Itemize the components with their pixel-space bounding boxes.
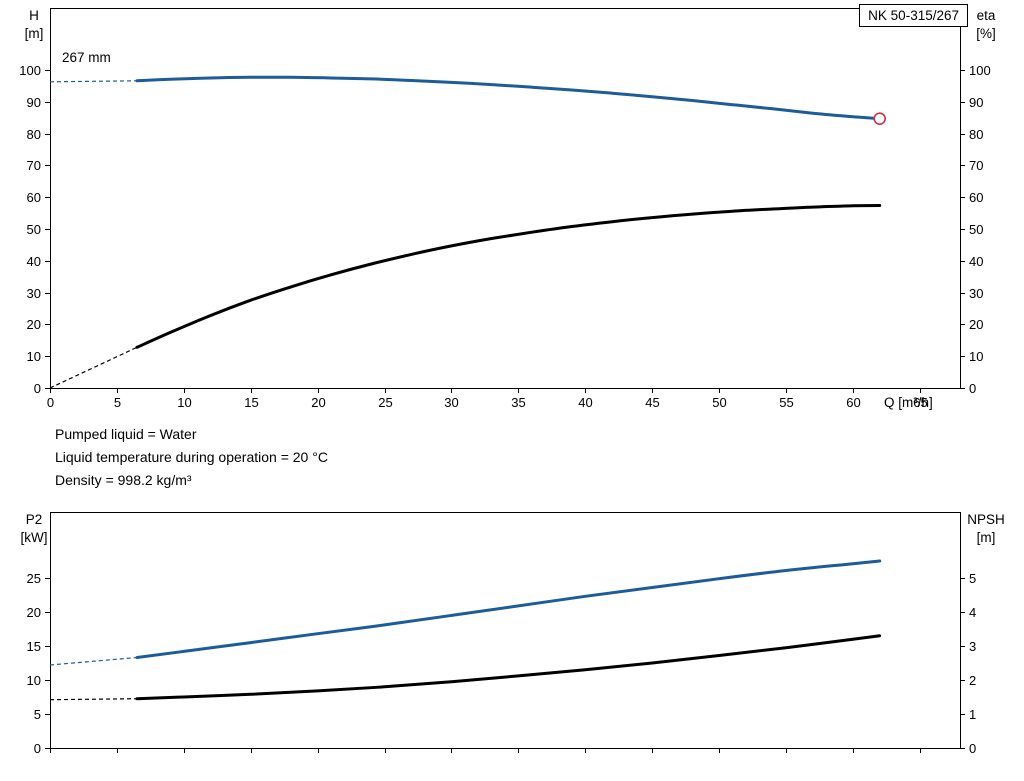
plot-border — [50, 8, 961, 389]
head-curve-extrapolated — [49, 80, 138, 83]
svg-text:100: 100 — [969, 63, 991, 78]
chart-power-npsh: 0 5 10 15 20 25 0 1 2 3 4 5 P2 [kW] NPSH [m] — [21, 512, 1005, 756]
svg-text:2: 2 — [969, 673, 976, 688]
svg-text:40: 40 — [27, 254, 41, 269]
svg-text:20: 20 — [27, 605, 41, 620]
svg-text:90: 90 — [969, 95, 983, 110]
npsh-curve-extrapolated — [49, 698, 138, 701]
svg-text:4: 4 — [969, 605, 976, 620]
svg-text:65: 65 — [913, 395, 927, 410]
svg-text:5: 5 — [114, 395, 121, 410]
liquid-info-block: Pumped liquid = Water Liquid temperature… — [55, 423, 328, 492]
svg-text:1: 1 — [969, 707, 976, 722]
svg-text:20: 20 — [27, 317, 41, 332]
svg-text:30: 30 — [27, 286, 41, 301]
efficiency-curve-extrapolated — [49, 346, 138, 389]
svg-text:35: 35 — [511, 395, 525, 410]
svg-text:20: 20 — [969, 317, 983, 332]
svg-text:90: 90 — [27, 95, 41, 110]
svg-text:50: 50 — [27, 222, 41, 237]
axis-ticks — [45, 70, 965, 393]
power-curve — [135, 559, 882, 659]
head-curve — [135, 75, 882, 121]
svg-text:5: 5 — [969, 571, 976, 586]
svg-text:[kW]: [kW] — [21, 530, 48, 545]
svg-text:[m]: [m] — [25, 26, 44, 41]
info-line-density: Density = 998.2 kg/m³ — [55, 472, 192, 488]
svg-text:NPSH: NPSH — [967, 512, 1005, 527]
svg-text:40: 40 — [969, 254, 983, 269]
svg-text:P2: P2 — [26, 512, 43, 527]
pump-model-badge: NK 50-315/267 — [859, 4, 968, 27]
svg-text:0: 0 — [969, 741, 976, 756]
svg-text:15: 15 — [244, 395, 258, 410]
svg-text:30: 30 — [969, 286, 983, 301]
right-axis-title: eta [%] — [976, 8, 996, 41]
npsh-curve — [135, 634, 882, 701]
left-axis-title: P2 [kW] — [21, 512, 48, 545]
efficiency-curve — [135, 204, 882, 349]
svg-text:60: 60 — [27, 190, 41, 205]
x-axis-title: Q [m³/h] — [884, 395, 933, 410]
svg-text:70: 70 — [27, 158, 41, 173]
svg-text:70: 70 — [969, 158, 983, 173]
tick-labels: 0 5 10 15 20 25 30 35 40 45 50 55 60 65 0 10 20 30 40 50 60 7… — [19, 63, 990, 410]
info-line-temperature: Liquid temperature during operation = 20… — [55, 449, 328, 465]
svg-text:5: 5 — [34, 707, 41, 722]
axis-ticks — [45, 578, 965, 753]
svg-text:10: 10 — [27, 673, 41, 688]
svg-text:60: 60 — [846, 395, 860, 410]
svg-text:40: 40 — [578, 395, 592, 410]
svg-text:100: 100 — [19, 63, 41, 78]
svg-text:80: 80 — [969, 127, 983, 142]
plot-border — [50, 512, 961, 749]
svg-text:80: 80 — [27, 127, 41, 142]
info-line-pumped-liquid: Pumped liquid = Water — [55, 426, 197, 442]
svg-text:25: 25 — [378, 395, 392, 410]
duty-point-marker — [873, 112, 887, 125]
svg-text:0: 0 — [34, 381, 41, 396]
impeller-diameter-label: 267 mm — [62, 50, 111, 65]
svg-text:3: 3 — [969, 639, 976, 654]
svg-text:10: 10 — [969, 349, 983, 364]
svg-text:[%]: [%] — [976, 26, 996, 41]
left-axis-title: H [m] — [25, 8, 44, 41]
right-axis-title: NPSH [m] — [967, 512, 1005, 545]
svg-text:50: 50 — [712, 395, 726, 410]
svg-text:25: 25 — [27, 571, 41, 586]
chart-qh-performance: 0 5 10 15 20 25 30 35 40 45 50 55 60 65 0 10 20 30 40 50 60 7… — [19, 8, 996, 410]
svg-text:15: 15 — [27, 639, 41, 654]
svg-text:55: 55 — [779, 395, 793, 410]
svg-text:0: 0 — [47, 395, 54, 410]
svg-text:eta: eta — [977, 8, 996, 23]
svg-text:0: 0 — [34, 741, 41, 756]
power-curve-extrapolated — [49, 656, 138, 666]
svg-text:0: 0 — [969, 381, 976, 396]
svg-text:45: 45 — [645, 395, 659, 410]
svg-text:20: 20 — [311, 395, 325, 410]
svg-text:H: H — [29, 8, 39, 23]
svg-text:10: 10 — [27, 349, 41, 364]
svg-text:[m]: [m] — [977, 530, 996, 545]
svg-text:10: 10 — [177, 395, 191, 410]
svg-text:30: 30 — [444, 395, 458, 410]
svg-text:60: 60 — [969, 190, 983, 205]
svg-text:50: 50 — [969, 222, 983, 237]
tick-labels: 0 5 10 15 20 25 0 1 2 3 4 5 — [27, 571, 977, 756]
